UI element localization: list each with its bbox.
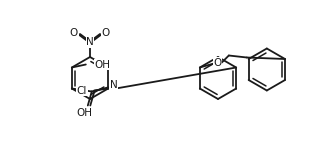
Text: N: N [110,80,118,89]
Text: Cl: Cl [77,85,87,96]
Text: O: O [102,28,110,38]
Text: N: N [86,37,94,47]
Text: O: O [214,57,222,67]
Text: OH: OH [77,108,93,117]
Text: OH: OH [95,60,111,69]
Text: O: O [70,28,78,38]
